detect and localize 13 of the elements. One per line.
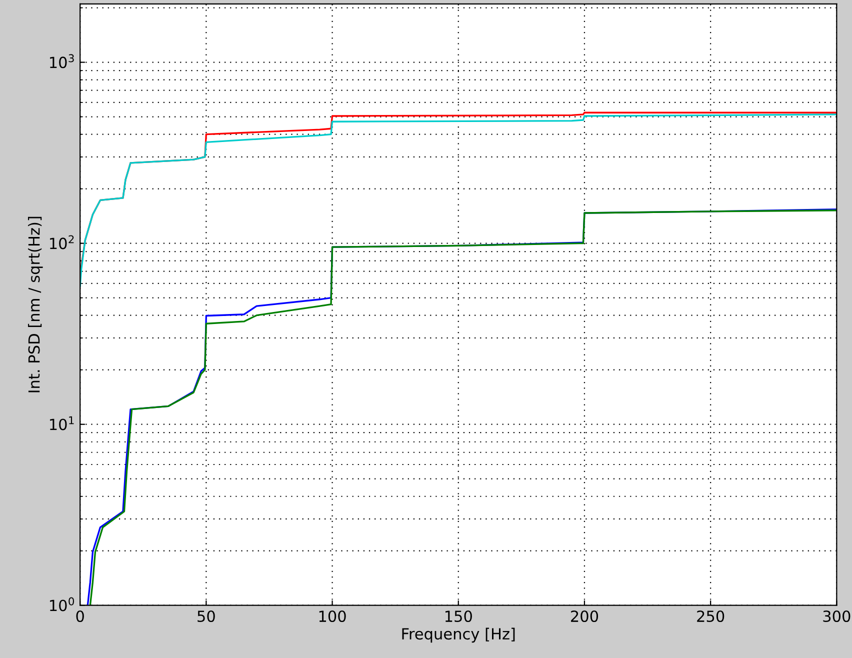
- x-axis-title: Frequency [Hz]: [402, 628, 515, 643]
- y-axis-title: Int. PSD [nm / sqrt(Hz)]: [28, 216, 43, 392]
- x-tick-label: 250: [697, 610, 724, 622]
- x-tick-label: 50: [198, 610, 215, 622]
- x-tick-label: 100: [319, 610, 346, 622]
- x-tick-label: 0: [76, 610, 84, 622]
- y-tick-label: 10$^{3}$: [50, 54, 74, 68]
- y-tick-label: 10$^{0}$: [50, 597, 74, 612]
- x-tick-label: 200: [571, 610, 598, 622]
- y-tick-label: 10$^{2}$: [50, 235, 74, 250]
- x-tick-label: 300: [823, 610, 850, 622]
- y-tick-label: 10$^{1}$: [50, 416, 74, 430]
- x-tick-label: 150: [445, 610, 472, 622]
